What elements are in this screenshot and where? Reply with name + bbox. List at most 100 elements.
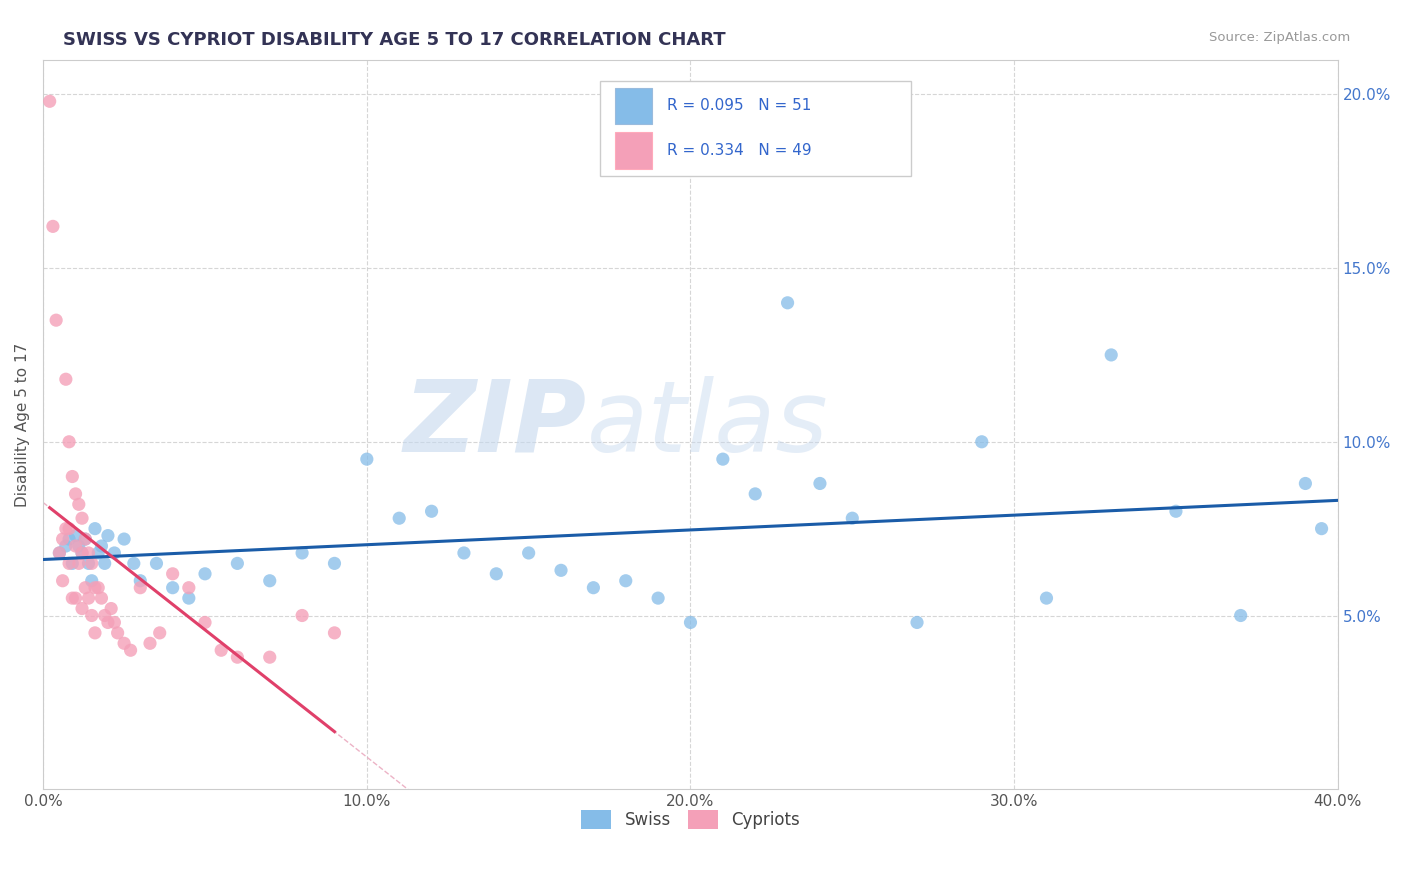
Point [48, 546, 70, 560]
Point [60, 557, 83, 571]
Point [323, 557, 346, 571]
Point [711, 452, 734, 467]
Point [517, 546, 540, 560]
FancyBboxPatch shape [616, 132, 651, 169]
Point [55, 372, 77, 386]
Point [647, 591, 669, 606]
Point [48, 546, 70, 560]
Text: ZIP: ZIP [404, 376, 586, 473]
Point [65, 591, 87, 606]
Point [614, 574, 637, 588]
Point [226, 557, 249, 571]
Text: Source: ZipAtlas.com: Source: ZipAtlas.com [1209, 31, 1350, 45]
FancyBboxPatch shape [600, 81, 911, 177]
Point [45, 313, 67, 327]
Point [93, 608, 115, 623]
Point [42, 219, 65, 234]
Point [1035, 591, 1057, 606]
Point [120, 643, 142, 657]
Point [80, 608, 103, 623]
Point [162, 581, 184, 595]
Point [841, 511, 863, 525]
Point [75, 532, 97, 546]
Point [60, 469, 83, 483]
Point [52, 532, 75, 546]
Point [420, 504, 443, 518]
Point [87, 546, 110, 560]
Point [77, 591, 100, 606]
Point [87, 581, 110, 595]
Point [77, 546, 100, 560]
Point [97, 528, 120, 542]
Legend: Swiss, Cypriots: Swiss, Cypriots [575, 803, 806, 836]
Y-axis label: Disability Age 5 to 17: Disability Age 5 to 17 [15, 343, 30, 507]
Point [67, 539, 90, 553]
Point [58, 557, 80, 571]
Point [90, 539, 112, 553]
Point [52, 574, 75, 588]
Point [550, 563, 572, 577]
Point [65, 487, 87, 501]
Point [679, 615, 702, 630]
Text: atlas: atlas [586, 376, 828, 473]
Point [162, 566, 184, 581]
Point [259, 574, 281, 588]
Point [209, 643, 232, 657]
Point [84, 625, 107, 640]
Point [291, 546, 314, 560]
Point [55, 522, 77, 536]
Point [67, 557, 90, 571]
Point [80, 574, 103, 588]
Text: R = 0.095   N = 51: R = 0.095 N = 51 [668, 98, 811, 113]
Point [177, 581, 200, 595]
Point [129, 574, 152, 588]
Point [84, 522, 107, 536]
Point [139, 636, 162, 650]
Point [58, 522, 80, 536]
Point [808, 476, 831, 491]
Point [75, 581, 97, 595]
Point [38, 95, 60, 109]
Point [70, 511, 93, 525]
Point [122, 557, 145, 571]
FancyBboxPatch shape [616, 87, 651, 124]
Point [77, 557, 100, 571]
Point [112, 532, 135, 546]
Point [453, 546, 475, 560]
Point [1294, 476, 1316, 491]
Point [65, 528, 87, 542]
Point [1310, 522, 1333, 536]
Point [103, 615, 125, 630]
Point [58, 434, 80, 449]
Point [58, 532, 80, 546]
Point [112, 636, 135, 650]
Point [70, 546, 93, 560]
Point [65, 539, 87, 553]
Point [744, 487, 766, 501]
Point [194, 566, 217, 581]
Point [291, 608, 314, 623]
Point [97, 615, 120, 630]
Point [70, 546, 93, 560]
Point [259, 650, 281, 665]
Point [55, 539, 77, 553]
Point [60, 591, 83, 606]
Point [93, 557, 115, 571]
Point [103, 546, 125, 560]
Point [90, 591, 112, 606]
Point [1099, 348, 1122, 362]
Point [970, 434, 993, 449]
Point [177, 591, 200, 606]
Point [107, 625, 129, 640]
Point [100, 601, 122, 615]
Point [67, 497, 90, 511]
Point [80, 557, 103, 571]
Point [194, 615, 217, 630]
Point [485, 566, 508, 581]
Point [84, 581, 107, 595]
Point [1164, 504, 1187, 518]
Point [356, 452, 378, 467]
Point [905, 615, 928, 630]
Point [149, 625, 172, 640]
Point [70, 601, 93, 615]
